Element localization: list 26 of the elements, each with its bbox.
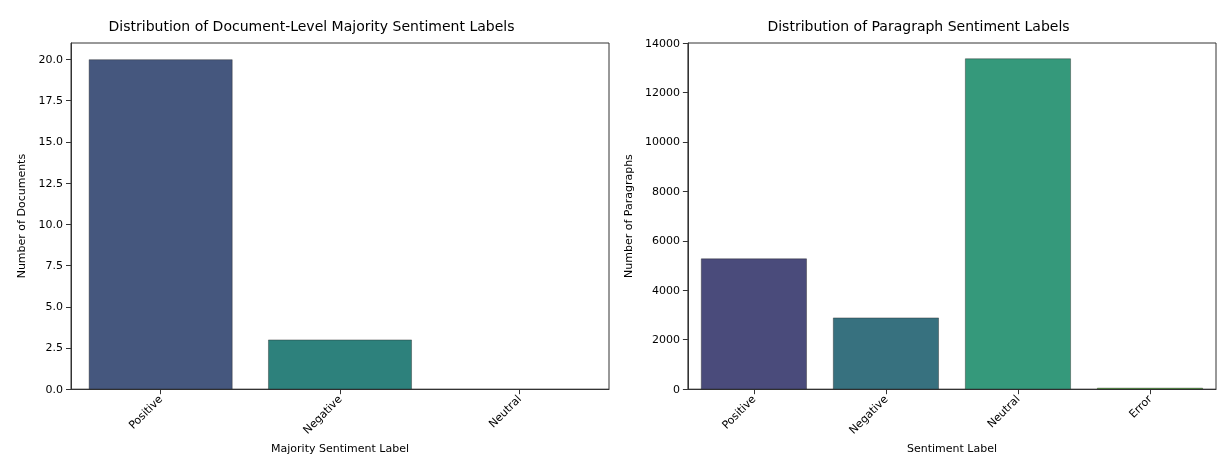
y-tick-label: 20.0 (38, 52, 63, 66)
y-tick-label: 14000 (644, 36, 680, 50)
y-tick-label: 12000 (644, 85, 680, 99)
y-tick-label: 10.0 (38, 217, 63, 231)
y-tick-label: 17.5 (38, 94, 63, 108)
y-tick-label: 0.0 (45, 382, 63, 396)
bar (965, 58, 1071, 390)
y-tick-label: 5.0 (45, 300, 63, 314)
y-tick-label: 2.5 (45, 341, 63, 355)
y-axis-title: Number of Paragraphs (622, 153, 635, 279)
bar (701, 258, 807, 390)
y-tick-label: 10000 (644, 135, 680, 149)
y-axis-title: Number of Documents (15, 153, 28, 279)
chart-title: Distribution of Document-Level Majority Sentiment Labels (108, 18, 515, 34)
y-tick-label: 4000 (651, 283, 680, 297)
y-tick-label: 15.0 (38, 135, 63, 149)
x-axis-title: Sentiment Label (906, 442, 997, 455)
y-tick-label: 8000 (651, 184, 680, 198)
y-tick-label: 2000 (651, 333, 680, 347)
y-tick-label: 12.5 (38, 176, 63, 190)
bar (833, 317, 939, 390)
y-tick-label: 7.5 (45, 259, 63, 273)
chart-title: Distribution of Paragraph Sentiment Labels (767, 18, 1070, 34)
y-tick-label: 0 (672, 382, 680, 396)
x-axis-title: Majority Sentiment Label (271, 442, 409, 455)
y-tick-label: 6000 (651, 234, 680, 248)
